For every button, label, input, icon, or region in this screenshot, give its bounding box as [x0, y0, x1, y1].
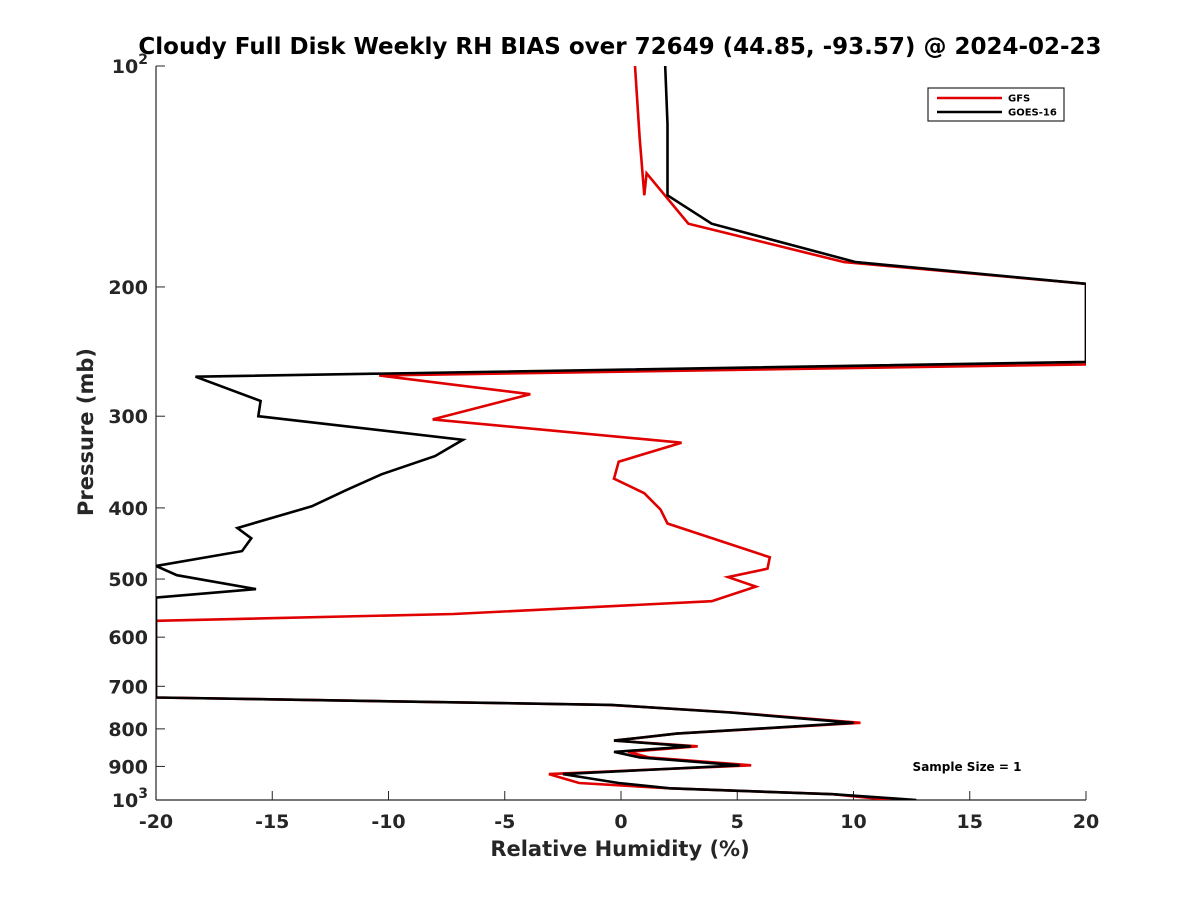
- x-tick-label: -15: [255, 811, 289, 833]
- y-tick-label: 400: [108, 498, 148, 520]
- x-tick-label: 20: [1073, 811, 1099, 833]
- y-tick-label: 800: [108, 719, 148, 741]
- legend-label-gfs: GFS: [1008, 94, 1030, 105]
- x-tick-label: 10: [840, 811, 866, 833]
- x-tick-label: 15: [957, 811, 983, 833]
- x-tick-label: 0: [614, 811, 627, 833]
- y-tick-label: 900: [108, 756, 148, 778]
- y-tick-label: 700: [108, 676, 148, 698]
- y-axis-label: Pressure (mb): [74, 348, 98, 516]
- y-tick-label: 600: [108, 627, 148, 649]
- chart-title: Cloudy Full Disk Weekly RH BIAS over 726…: [138, 34, 1101, 60]
- legend-label-goes-16: GOES-16: [1008, 108, 1057, 119]
- legend: GFS GOES-16: [927, 87, 1065, 122]
- plot-area: -20 -15 -10 -5 0 5 10 15 20 102 200 300 400 500 600 700…: [108, 52, 1099, 833]
- y-tick-label: 500: [108, 569, 148, 591]
- y-tick-label: 102: [112, 52, 148, 78]
- legend-box: [927, 87, 1065, 122]
- series-line-gfs: [156, 66, 1086, 800]
- x-tick-label: -20: [139, 811, 173, 833]
- x-tick-label: -10: [371, 811, 405, 833]
- y-tick-label: 200: [108, 277, 148, 299]
- x-tick-label: 5: [731, 811, 744, 833]
- sample-size-annotation: Sample Size = 1: [913, 760, 1022, 774]
- x-tick-label: -5: [494, 811, 515, 833]
- y-tick-label: 300: [108, 406, 148, 428]
- x-axis-label: Relative Humidity (%): [490, 837, 749, 861]
- series-line-goes-16: [156, 66, 1086, 800]
- y-tick-label: 103: [112, 786, 148, 812]
